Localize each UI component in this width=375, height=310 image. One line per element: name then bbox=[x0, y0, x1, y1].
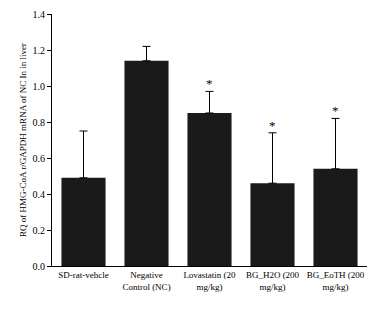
svg-text:*: * bbox=[269, 118, 276, 133]
svg-text:0.2: 0.2 bbox=[33, 225, 46, 236]
svg-text:BG_EoTH (200mg/kg): BG_EoTH (200mg/kg) bbox=[307, 270, 365, 292]
svg-text:SD-rat-vehcle: SD-rat-vehcle bbox=[58, 270, 108, 280]
svg-text:0.6: 0.6 bbox=[33, 153, 46, 164]
svg-text:*: * bbox=[206, 76, 213, 91]
svg-text:BG_H2O (200mg/kg): BG_H2O (200mg/kg) bbox=[246, 270, 300, 292]
svg-text:0.4: 0.4 bbox=[33, 189, 46, 200]
svg-text:1.4: 1.4 bbox=[33, 9, 46, 20]
svg-text:1.0: 1.0 bbox=[33, 81, 46, 92]
svg-text:0.8: 0.8 bbox=[33, 117, 46, 128]
svg-text:*: * bbox=[332, 103, 339, 118]
svg-text:0.0: 0.0 bbox=[33, 261, 46, 272]
svg-text:1.2: 1.2 bbox=[33, 45, 46, 56]
svg-text:NegativeControl (NC): NegativeControl (NC) bbox=[122, 270, 170, 292]
svg-text:RQ of HMG-CoA r/GAPDH mRNA of: RQ of HMG-CoA r/GAPDH mRNA of NC In in l… bbox=[18, 43, 28, 237]
svg-text:Lovastatin (20mg/kg): Lovastatin (20mg/kg) bbox=[183, 270, 236, 292]
